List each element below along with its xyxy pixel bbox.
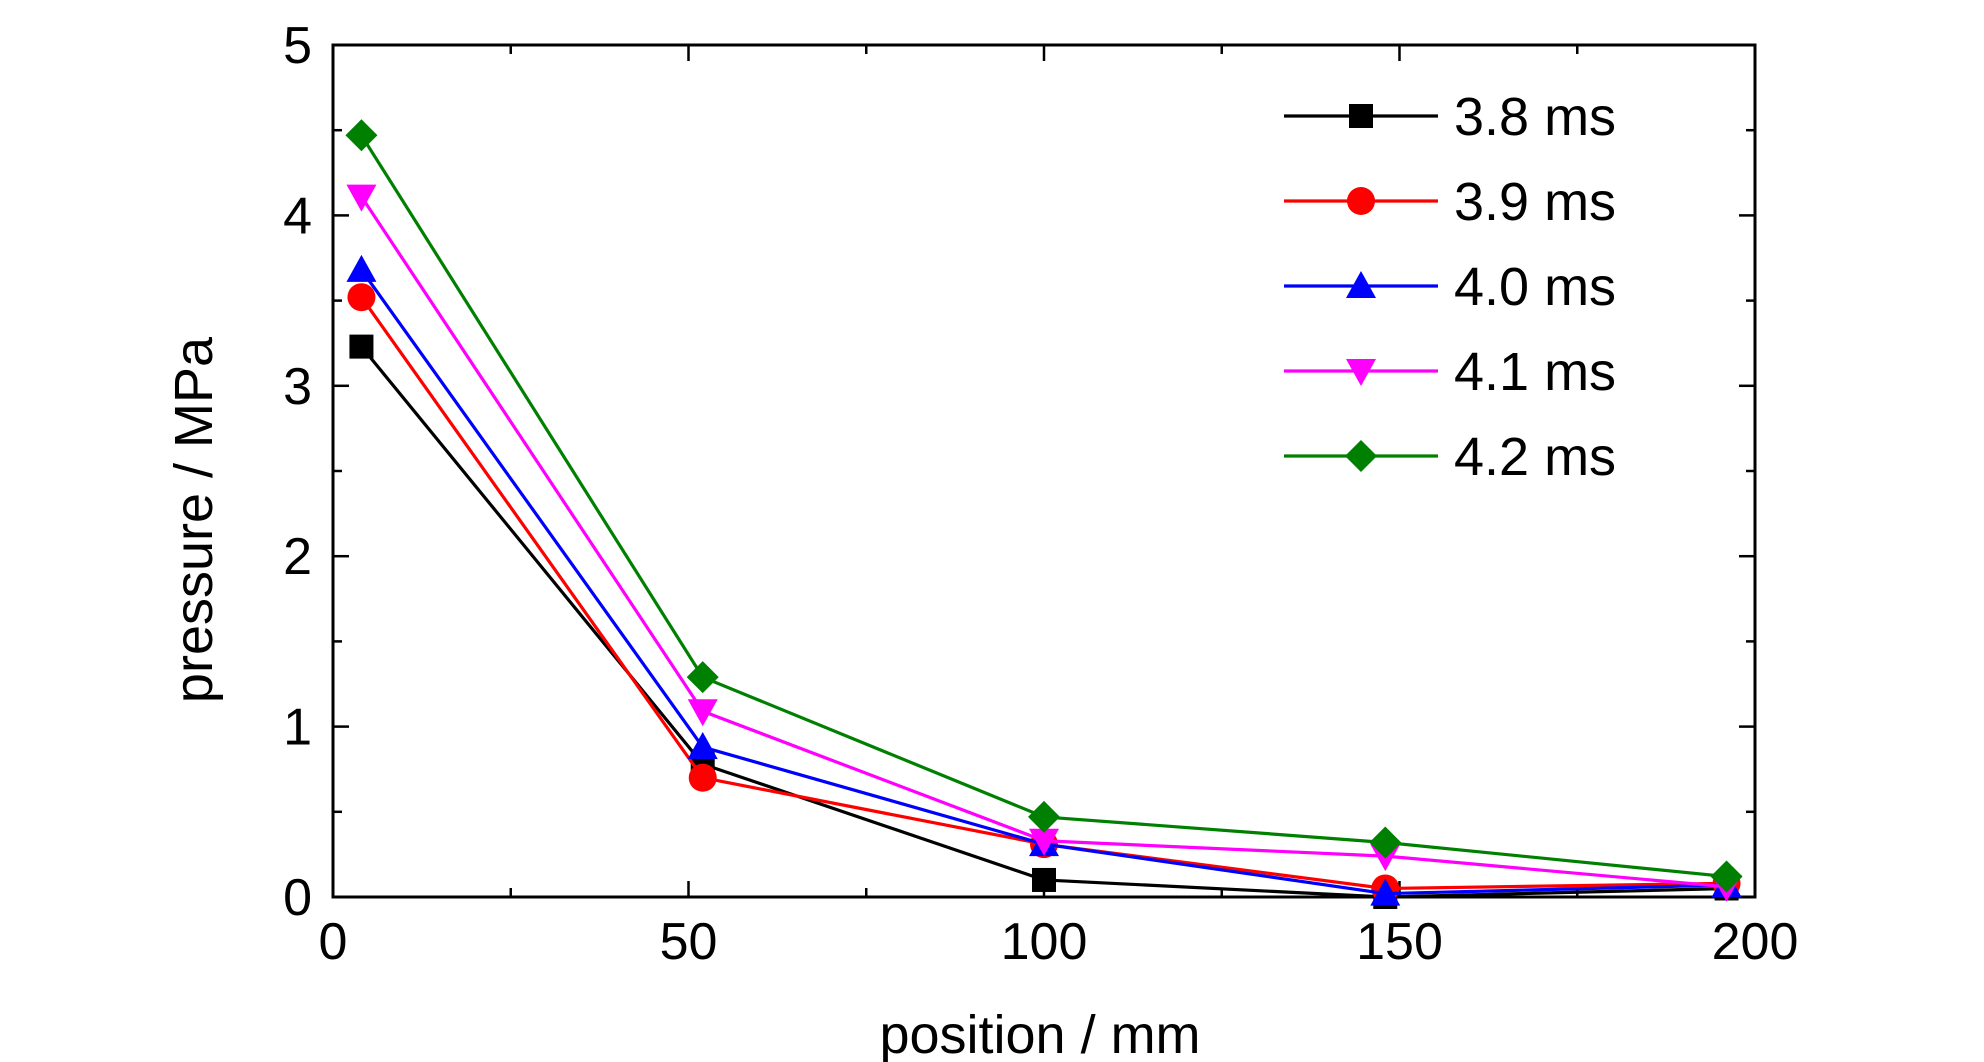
data-point bbox=[1032, 867, 1056, 892]
legend-label: 4.0 ms bbox=[1454, 257, 1616, 317]
data-point bbox=[346, 254, 377, 282]
legend-marker bbox=[1345, 440, 1377, 472]
data-point bbox=[688, 763, 717, 792]
data-point bbox=[1369, 826, 1402, 859]
data-point bbox=[349, 334, 374, 359]
legend-marker bbox=[1346, 359, 1376, 386]
series-4 bbox=[345, 119, 1743, 893]
axis-ticks: 0 50 100 150 200 0 1 2 3 4 5 bbox=[283, 17, 1798, 971]
data-point bbox=[345, 119, 378, 152]
legend-item: 4.0 ms bbox=[1284, 257, 1616, 317]
data-point bbox=[1029, 828, 1059, 856]
x-tick-label: 50 bbox=[660, 913, 718, 971]
x-axis-label: position / mm bbox=[879, 1005, 1200, 1062]
data-point bbox=[346, 184, 377, 212]
data-point bbox=[347, 283, 376, 312]
data-point bbox=[687, 732, 718, 760]
legend-item: 4.2 ms bbox=[1284, 427, 1616, 487]
legend-label: 4.1 ms bbox=[1454, 342, 1616, 402]
data-point bbox=[1028, 800, 1060, 833]
legend-item: 3.9 ms bbox=[1284, 172, 1616, 232]
data-point bbox=[1370, 878, 1401, 906]
legend-label: 4.2 ms bbox=[1454, 427, 1616, 487]
legend-marker bbox=[1349, 104, 1373, 128]
y-axis-label: pressure / MPa bbox=[164, 336, 224, 703]
x-tick-label: 0 bbox=[319, 913, 348, 971]
legend-label: 3.9 ms bbox=[1454, 172, 1616, 232]
x-tick-label: 150 bbox=[1356, 913, 1443, 971]
legend-marker bbox=[1347, 187, 1375, 215]
x-tick-label: 200 bbox=[1712, 913, 1799, 971]
legend-item: 4.1 ms bbox=[1284, 342, 1616, 402]
y-tick-label: 0 bbox=[283, 869, 312, 927]
y-tick-label: 4 bbox=[283, 187, 312, 245]
y-tick-label: 5 bbox=[283, 17, 312, 75]
data-point bbox=[687, 699, 718, 727]
series-layer bbox=[345, 119, 1743, 909]
data-point bbox=[686, 661, 719, 694]
x-tick-label: 100 bbox=[1001, 913, 1088, 971]
legend: 3.8 ms 3.9 ms 4.0 ms 4.1 ms 4.2 ms bbox=[1284, 87, 1616, 487]
legend-item: 3.8 ms bbox=[1284, 87, 1616, 147]
y-tick-label: 1 bbox=[283, 699, 312, 757]
data-point bbox=[1710, 860, 1743, 893]
y-tick-label: 3 bbox=[283, 358, 312, 416]
legend-label: 3.8 ms bbox=[1454, 87, 1616, 147]
y-tick-label: 2 bbox=[283, 528, 312, 586]
legend-marker bbox=[1346, 271, 1376, 298]
